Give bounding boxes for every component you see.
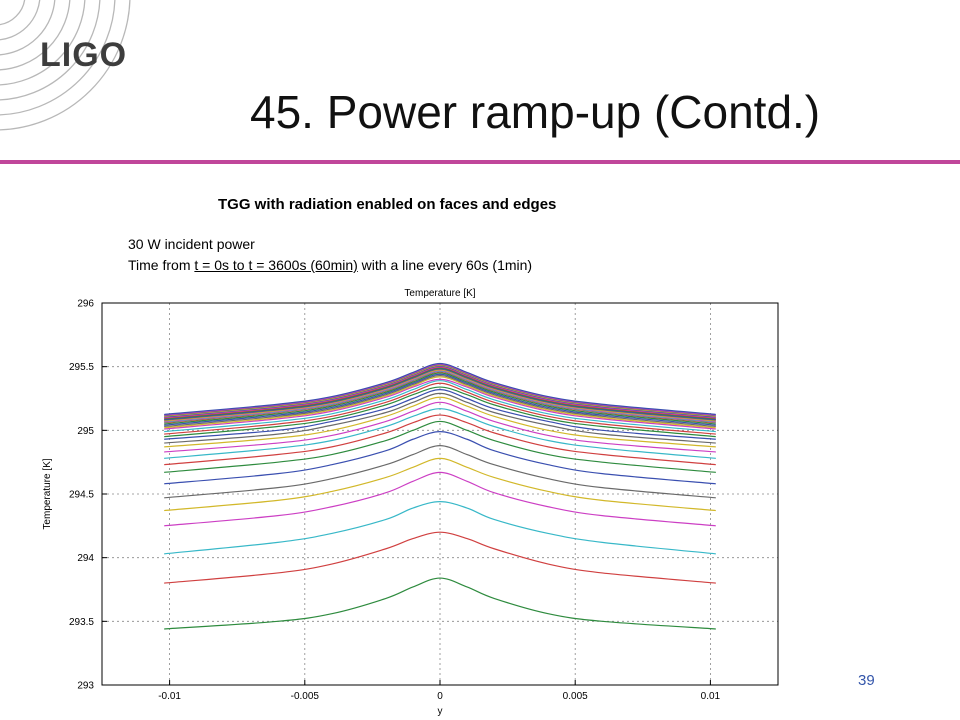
series-line-19 (164, 376, 716, 429)
series-line-10 (164, 408, 716, 459)
series-line-1 (164, 577, 716, 630)
series-line-7 (164, 431, 716, 485)
chart-ticks: -0.01 -0.005 0 0.005 0.01 293 293.5 294 294.5 295… (69, 299, 721, 703)
x-tick-label: 0.005 (563, 691, 588, 702)
series-line-31 (164, 366, 716, 419)
series-line-32 (164, 365, 716, 418)
series-line-12 (164, 396, 716, 448)
y-tick-label: 296 (77, 299, 94, 310)
x-tick-label: 0 (437, 691, 443, 702)
series-line-13 (164, 392, 716, 444)
series-line-2 (164, 531, 716, 584)
series-line-16 (164, 382, 716, 435)
x-tick-label: 0.01 (701, 691, 721, 702)
series-line-23 (164, 371, 716, 424)
chart-grid (102, 302, 778, 686)
series-line-5 (164, 457, 716, 512)
series-line-6 (164, 445, 716, 499)
y-tick-label: 293 (77, 681, 94, 692)
ligo-logo: LIGO (40, 36, 128, 74)
series-line-26 (164, 369, 716, 422)
series-line-4 (164, 471, 716, 527)
series-line-25 (164, 369, 716, 423)
x-axis-label: y (438, 706, 443, 717)
series-line-28 (164, 367, 716, 421)
series-line-17 (164, 380, 716, 433)
note-time-underlined: t = 0s to t = 3600s (60min) (194, 257, 358, 273)
title-divider (0, 160, 960, 164)
note-time-prefix: Time from (128, 257, 195, 273)
series-line-36 (164, 362, 716, 416)
slide-title: 45. Power ramp-up (Contd.) (250, 86, 821, 138)
series-line-29 (164, 367, 716, 420)
x-tick-label: -0.01 (158, 691, 181, 702)
series-line-30 (164, 366, 716, 419)
series-line-35 (164, 363, 716, 416)
series-line-15 (164, 386, 716, 438)
note-time-suffix: with a line every 60s (1min) (357, 257, 533, 273)
note-incident-power: 30 W incident power (128, 236, 255, 252)
series-line-8 (164, 420, 716, 473)
chart-series (164, 362, 716, 630)
page-number: 39 (858, 672, 875, 689)
series-line-34 (164, 364, 716, 417)
series-line-22 (164, 372, 716, 425)
x-tick-label: -0.005 (291, 691, 320, 702)
y-tick-label: 294 (77, 553, 94, 564)
chart-heading: TGG with radiation enabled on faces and … (218, 196, 557, 213)
series-line-20 (164, 374, 716, 428)
series-line-3 (164, 501, 716, 555)
series-line-14 (164, 388, 716, 440)
series-line-21 (164, 373, 716, 426)
y-tick-label: 294.5 (69, 490, 94, 501)
series-line-27 (164, 368, 716, 421)
y-tick-label: 295.5 (69, 362, 94, 373)
temperature-chart: -0.01 -0.005 0 0.005 0.01 293 293.5 294 294.5 295… (42, 288, 779, 717)
series-line-24 (164, 370, 716, 423)
y-tick-label: 295 (77, 426, 94, 437)
series-line-9 (164, 414, 716, 466)
plot-title: Temperature [K] (404, 288, 475, 299)
y-axis-label: Temperature [K] (42, 458, 53, 529)
series-line-33 (164, 364, 716, 417)
series-line-11 (164, 401, 716, 453)
y-tick-label: 293.5 (69, 617, 94, 628)
series-line-18 (164, 378, 716, 430)
note-time-range: Time from t = 0s to t = 3600s (60min) wi… (128, 257, 532, 273)
